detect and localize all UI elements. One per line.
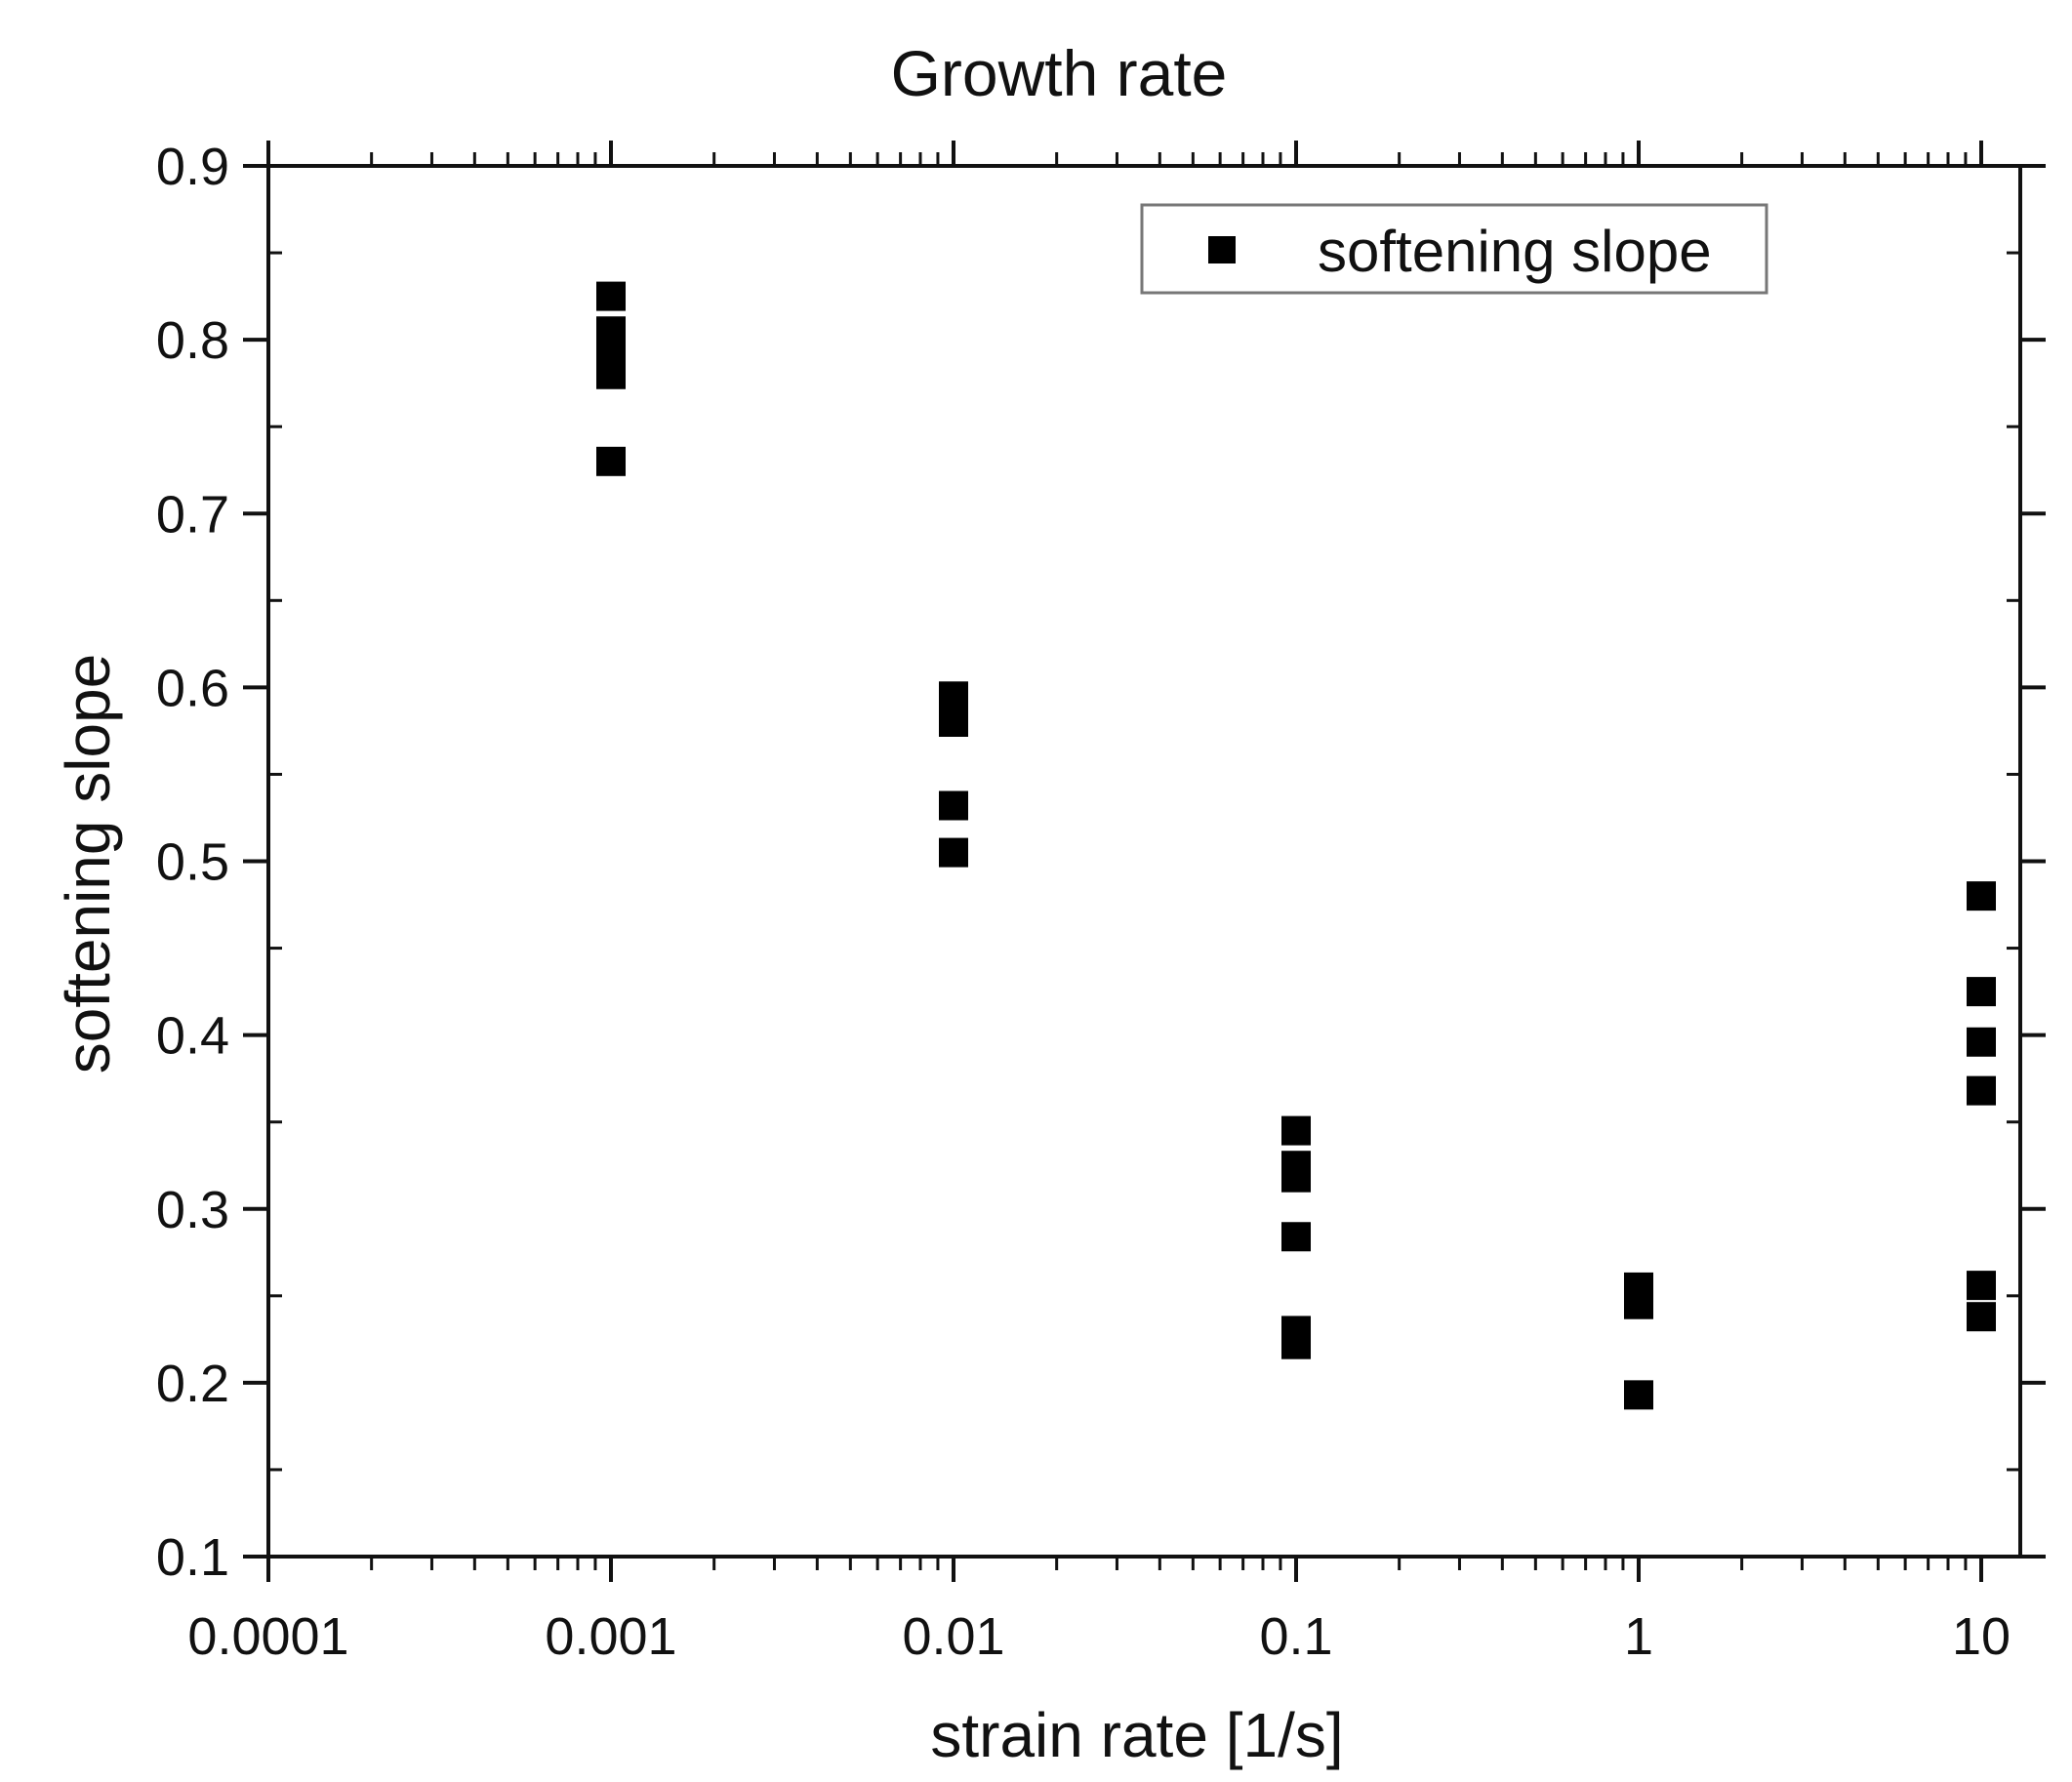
y-tick-label: 0.2 <box>156 1355 229 1413</box>
data-point <box>1967 977 1997 1007</box>
y-tick-label: 0.1 <box>156 1528 229 1587</box>
data-point <box>1967 1075 1997 1106</box>
data-point <box>1281 1222 1312 1252</box>
y-tick-label: 0.8 <box>156 311 229 370</box>
data-point <box>1967 1271 1997 1301</box>
data-point <box>1967 1027 1997 1057</box>
data-point <box>596 446 627 476</box>
x-tick-label: 1 <box>1624 1607 1653 1666</box>
data-point <box>1281 1329 1312 1359</box>
y-axis-title: softening slope <box>53 654 123 1074</box>
data-point <box>1624 1380 1654 1410</box>
data-point <box>1281 1115 1312 1146</box>
data-point <box>1281 1162 1312 1193</box>
plot-frame <box>266 164 2022 1559</box>
data-point <box>939 837 969 868</box>
y-tick-label: 0.6 <box>156 659 229 717</box>
legend-label: softening slope <box>1318 219 1712 284</box>
y-tick-label: 0.3 <box>156 1181 229 1239</box>
data-point <box>939 681 969 711</box>
x-tick-label: 0.001 <box>545 1607 676 1666</box>
chart-title: Growth rate <box>891 37 1228 109</box>
data-point <box>1967 1302 1997 1332</box>
x-tick-label: 0.1 <box>1259 1607 1332 1666</box>
x-tick-label: 0.0001 <box>187 1607 348 1666</box>
data-point <box>939 708 969 737</box>
data-point <box>596 281 627 311</box>
x-tick-label: 0.01 <box>902 1607 1004 1666</box>
data-point <box>939 790 969 821</box>
y-tick-label: 0.4 <box>156 1007 229 1066</box>
y-tick-label: 0.9 <box>156 138 229 196</box>
legend-box <box>1140 203 1768 295</box>
legend: softening slope <box>1140 203 1768 295</box>
legend-marker <box>1208 236 1236 263</box>
y-tick-label: 0.5 <box>156 833 229 892</box>
data-point <box>596 334 627 364</box>
data-point <box>1967 881 1997 911</box>
x-tick-label: 10 <box>1952 1607 2011 1666</box>
y-tick-label: 0.7 <box>156 485 229 544</box>
data-point <box>596 359 627 389</box>
data-point <box>1624 1289 1654 1319</box>
x-axis-title: strain rate [1/s] <box>930 1700 1343 1770</box>
